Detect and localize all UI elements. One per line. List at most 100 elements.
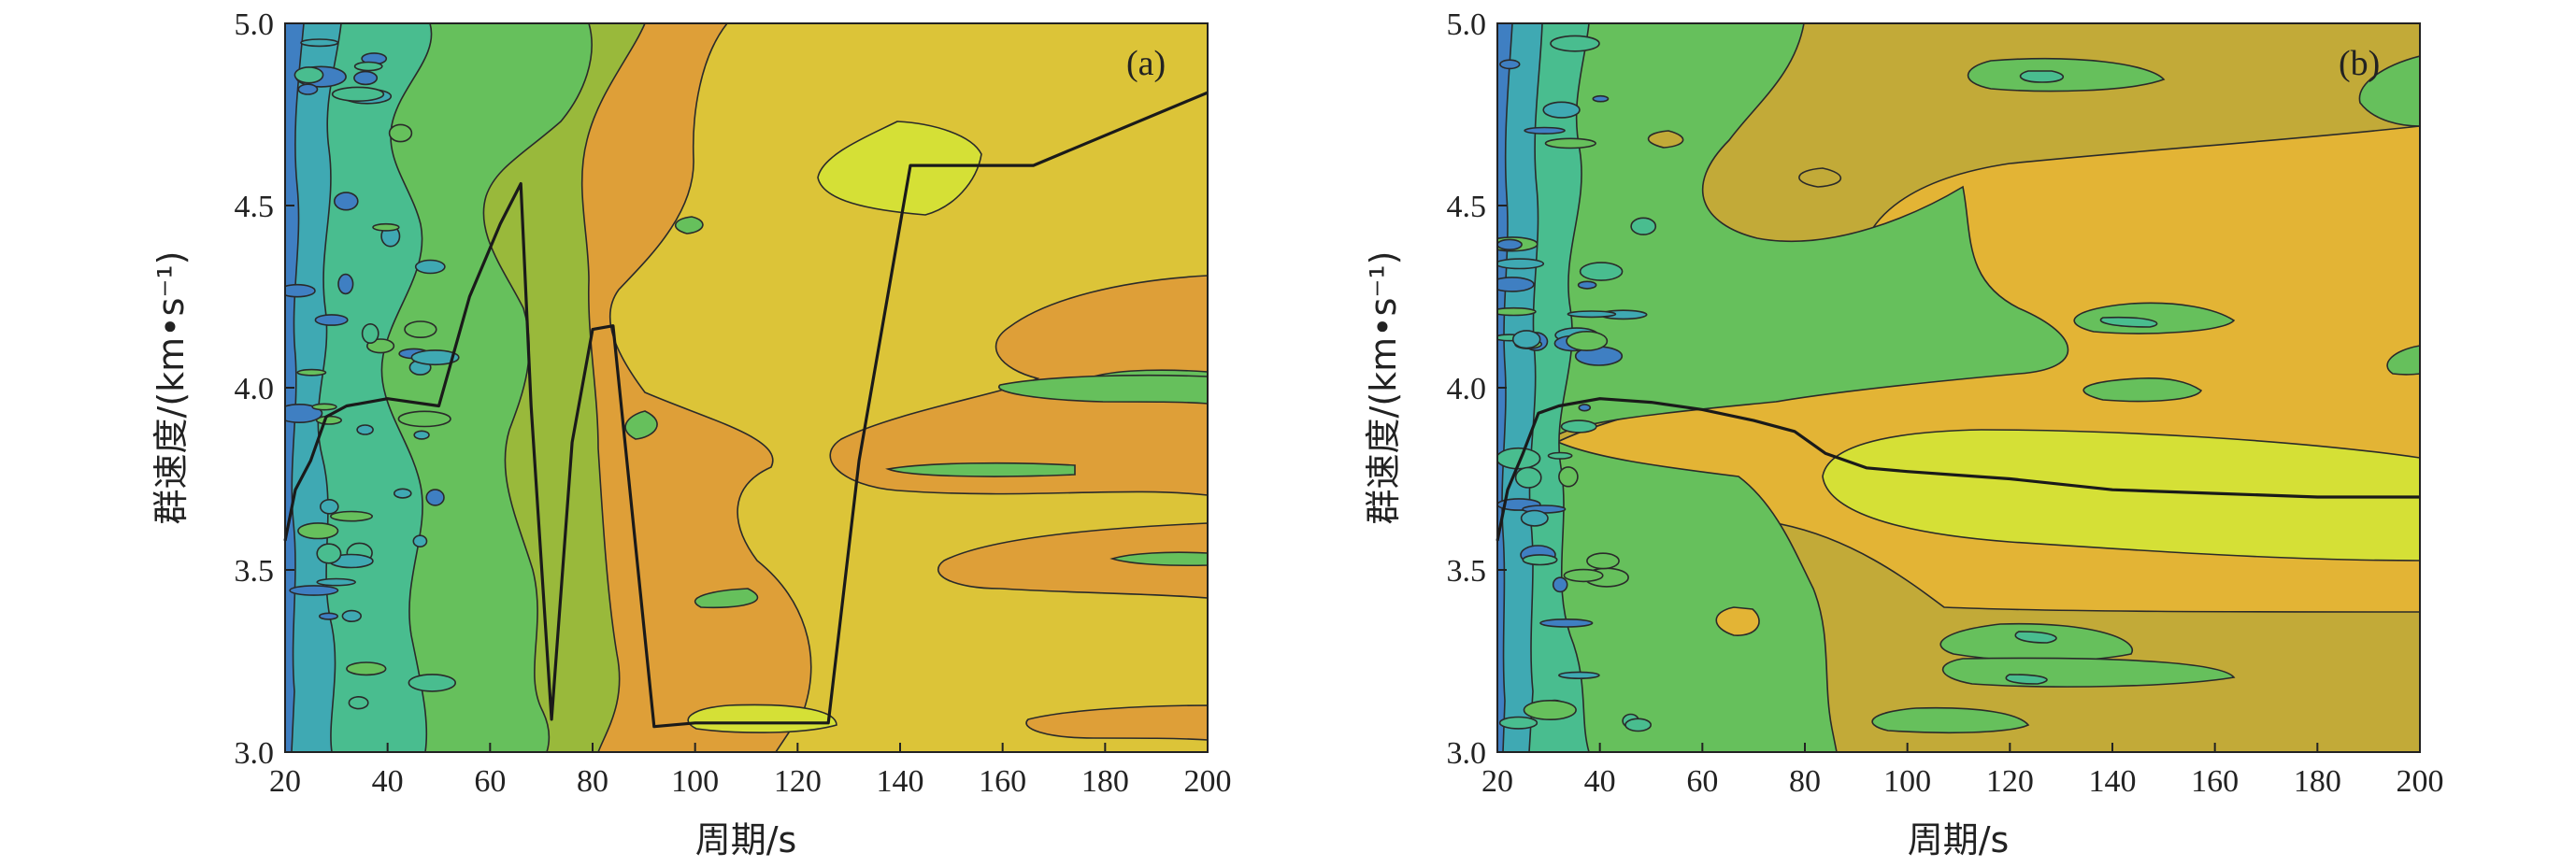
contour-cell <box>1624 718 1653 732</box>
contour-cell <box>1550 35 1600 52</box>
contour-cell <box>1524 126 1566 135</box>
panel-b-island-olive-1 <box>1798 167 1842 188</box>
panel-b-island-green-2 <box>2358 55 2420 127</box>
panel-b-noise-cells <box>1497 35 1657 732</box>
x-tick-label: 80 <box>577 764 608 799</box>
contour-cell <box>1497 258 1545 270</box>
panel-b-island-green-3 <box>2073 302 2236 334</box>
contour-cell <box>333 192 359 211</box>
contour-cell <box>1558 671 1600 679</box>
contour-cell <box>1520 509 1549 527</box>
contour-cell <box>297 522 339 540</box>
contour-cell <box>329 510 373 522</box>
panel-b-xlabel: 周期/s <box>1908 819 2010 860</box>
x-tick-label: 200 <box>1184 764 1232 799</box>
contour-cell <box>289 585 339 596</box>
panel-a-streak-green-5 <box>624 410 658 440</box>
contour-cell <box>1560 419 1597 434</box>
contour-cell <box>413 430 430 440</box>
contour-cell <box>341 609 362 623</box>
contour-cell <box>414 259 446 275</box>
contour-cell <box>297 83 319 95</box>
panel-b-island-olive-2 <box>1647 130 1684 149</box>
panel-a-ylabel: 群速度/(km•s⁻¹) <box>150 251 192 525</box>
panel-b-contour-field <box>1497 23 2420 752</box>
contour-cell <box>361 322 379 344</box>
contour-cell <box>356 424 374 435</box>
contour-cell <box>388 123 413 143</box>
panel-a-contour-field <box>285 23 1208 752</box>
y-tick-label: 4.5 <box>1447 190 1487 224</box>
y-tick-label: 4.0 <box>1447 372 1487 406</box>
contour-cell <box>1577 280 1597 290</box>
contour-cell <box>1558 466 1579 488</box>
x-tick-label: 100 <box>671 764 719 799</box>
contour-cell <box>1523 699 1577 720</box>
contour-cell <box>285 283 316 298</box>
x-tick-label: 160 <box>979 764 1026 799</box>
contour-cell <box>1497 277 1535 292</box>
contour-cell <box>393 488 412 499</box>
contour-cell <box>314 314 349 326</box>
panel-a-xlabel: 周期/s <box>695 819 797 860</box>
panel-b-island-green-5 <box>2386 345 2420 376</box>
contour-cell <box>1514 466 1542 489</box>
contour-cell <box>1563 568 1604 583</box>
contour-cell <box>353 70 379 86</box>
panel-a-streak-green-2 <box>997 374 1208 405</box>
panel-a-pocket-bottom <box>687 704 837 733</box>
x-tick-label: 120 <box>1986 764 2034 799</box>
x-tick-label: 60 <box>1686 764 1718 799</box>
x-tick-label: 140 <box>2089 764 2137 799</box>
contour-cell <box>408 674 456 692</box>
contour-cell <box>1542 101 1581 119</box>
contour-cell <box>1539 618 1594 628</box>
panel-a-x-ticks: 20 40 60 80 100 120 140 160 180 200 <box>269 743 1232 799</box>
contour-cell <box>1522 554 1558 566</box>
panel-a-label: (a) <box>1126 44 1166 83</box>
x-tick-label: 40 <box>1584 764 1616 799</box>
contour-cell <box>412 534 428 548</box>
contour-cell <box>1586 552 1620 570</box>
contour-cell <box>285 404 323 423</box>
contour-cell <box>318 612 338 620</box>
panel-b-island-green-4 <box>2082 377 2203 403</box>
x-tick-label: 100 <box>1883 764 1931 799</box>
panel-b-dispersion-curve <box>1496 397 2420 542</box>
panel-a-streak-green-4 <box>885 462 1076 477</box>
panel-a-streak-green-3 <box>1109 551 1208 567</box>
contour-cell <box>410 349 460 366</box>
x-tick-label: 20 <box>1481 764 1513 799</box>
y-tick-label: 4.0 <box>235 372 275 406</box>
panel-a-dispersion-curve <box>283 91 1209 729</box>
x-tick-label: 120 <box>774 764 822 799</box>
x-tick-label: 80 <box>1789 764 1821 799</box>
x-tick-label: 40 <box>372 764 404 799</box>
x-tick-label: 20 <box>269 764 301 799</box>
panel-a-noise-cells <box>285 38 460 710</box>
contour-cell <box>1544 137 1596 149</box>
panel-b: 20 40 60 80 100 120 140 160 180 200 3.0 3.5 4.0 4.5 5… <box>1363 7 2444 860</box>
panel-b-island-teal-7 <box>2014 631 2057 644</box>
x-tick-label: 60 <box>474 764 506 799</box>
contour-cell <box>1497 306 1537 317</box>
contour-cell <box>425 489 445 506</box>
contour-cell <box>331 86 385 103</box>
y-tick-label: 3.0 <box>1447 736 1487 771</box>
contour-cell <box>296 368 327 377</box>
contour-cell <box>353 61 383 72</box>
contour-cell <box>1579 262 1624 281</box>
panel-b-y-ticks: 3.0 3.5 4.0 4.5 5.0 <box>1447 7 1507 771</box>
contour-cell <box>293 66 324 84</box>
y-tick-label: 5.0 <box>235 7 275 42</box>
contour-cell <box>300 38 339 48</box>
contour-cell <box>397 410 451 428</box>
contour-cell <box>1578 404 1592 412</box>
x-tick-label: 180 <box>1081 764 1129 799</box>
contour-cell <box>1552 576 1568 593</box>
contour-cell <box>1547 451 1573 460</box>
contour-cell <box>1567 310 1617 319</box>
panel-a-streak-green-7 <box>694 588 759 609</box>
panel-a-streak-green-6 <box>675 216 704 235</box>
